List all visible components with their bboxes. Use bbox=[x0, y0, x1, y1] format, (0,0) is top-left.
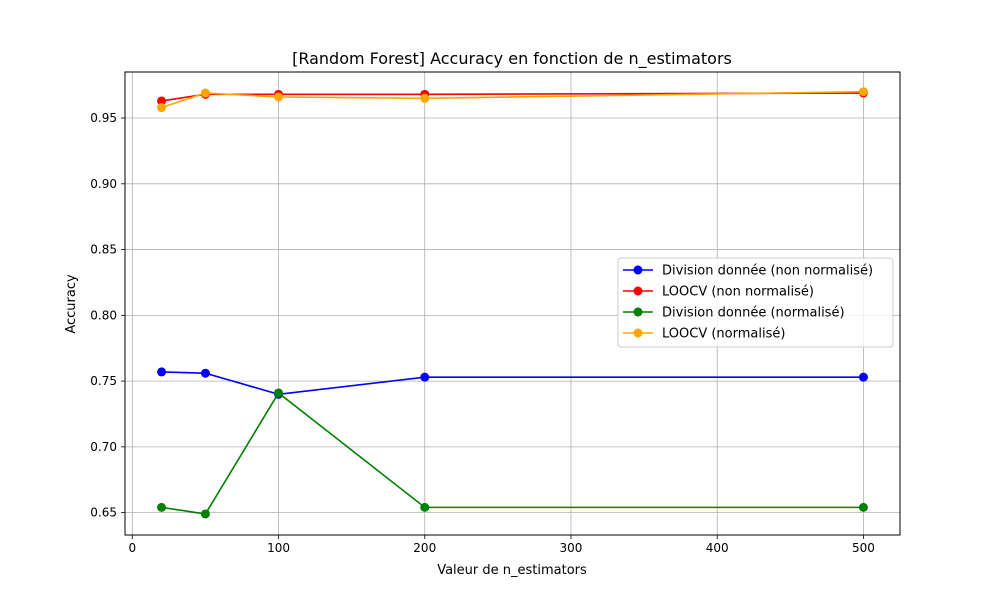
chart-title: [Random Forest] Accuracy en fonction de … bbox=[292, 49, 732, 69]
data-point bbox=[858, 372, 868, 382]
data-point bbox=[157, 367, 167, 377]
data-point bbox=[274, 388, 284, 398]
x-tick-label: 200 bbox=[413, 541, 436, 555]
y-tick-label: 0.85 bbox=[90, 243, 117, 257]
legend-box bbox=[617, 257, 894, 348]
plot-frame bbox=[124, 71, 901, 536]
series-4 bbox=[157, 87, 868, 113]
data-point bbox=[858, 502, 868, 512]
series-3 bbox=[157, 388, 868, 519]
data-point bbox=[157, 103, 167, 113]
legend-label: LOOCV (normalisé) bbox=[662, 327, 785, 342]
legend-items: Division donnée (non normalisé) LOOCV (no… bbox=[623, 264, 873, 342]
data-point bbox=[274, 92, 284, 102]
y-tick-label: 0.65 bbox=[90, 506, 117, 520]
series-line bbox=[161, 391, 864, 515]
legend-swatch-marker bbox=[633, 286, 643, 296]
y-tick-label: 0.95 bbox=[90, 111, 117, 125]
series-1 bbox=[157, 367, 868, 399]
x-tick-label: 300 bbox=[560, 541, 583, 555]
x-tick-label: 0 bbox=[128, 541, 136, 555]
data-point bbox=[420, 502, 430, 512]
y-tick-label: 0.70 bbox=[90, 440, 117, 454]
x-tick-label: 100 bbox=[267, 541, 290, 555]
series-lines bbox=[157, 87, 868, 519]
legend-item: Division donnée (normalisé) bbox=[623, 306, 845, 321]
series-line bbox=[161, 371, 864, 396]
legend-label: Division donnée (non normalisé) bbox=[662, 264, 873, 279]
legend-item: Division donnée (non normalisé) bbox=[623, 264, 873, 279]
data-point bbox=[157, 502, 167, 512]
data-point bbox=[157, 96, 167, 106]
data-point bbox=[420, 372, 430, 382]
data-point bbox=[420, 93, 430, 103]
data-point bbox=[200, 88, 210, 98]
y-tick-label: 0.90 bbox=[90, 177, 117, 191]
x-axis-label: Valeur de n_estimators bbox=[437, 563, 587, 578]
legend-swatch-marker bbox=[633, 265, 643, 275]
legend-item: LOOCV (normalisé) bbox=[623, 327, 785, 342]
legend-swatch-marker bbox=[633, 328, 643, 338]
legend-swatch-marker bbox=[633, 307, 643, 317]
y-tick-label: 0.75 bbox=[90, 374, 117, 388]
legend-label: LOOCV (non normalisé) bbox=[662, 285, 814, 300]
y-tick-label: 0.80 bbox=[90, 308, 117, 322]
legend-label: Division donnée (normalisé) bbox=[662, 306, 845, 321]
legend: Division donnée (non normalisé) LOOCV (no… bbox=[617, 257, 894, 348]
axis-ticks: 0 100 200 300 400 500 0.65 0.70 0.75 0.80 0.85 0.90… bbox=[90, 111, 875, 555]
data-point bbox=[200, 368, 210, 378]
x-tick-label: 400 bbox=[706, 541, 729, 555]
x-tick-label: 500 bbox=[852, 541, 875, 555]
y-axis-label: Accuracy bbox=[64, 274, 79, 334]
data-point bbox=[858, 87, 868, 97]
data-point bbox=[200, 509, 210, 519]
legend-item: LOOCV (non normalisé) bbox=[623, 285, 814, 300]
